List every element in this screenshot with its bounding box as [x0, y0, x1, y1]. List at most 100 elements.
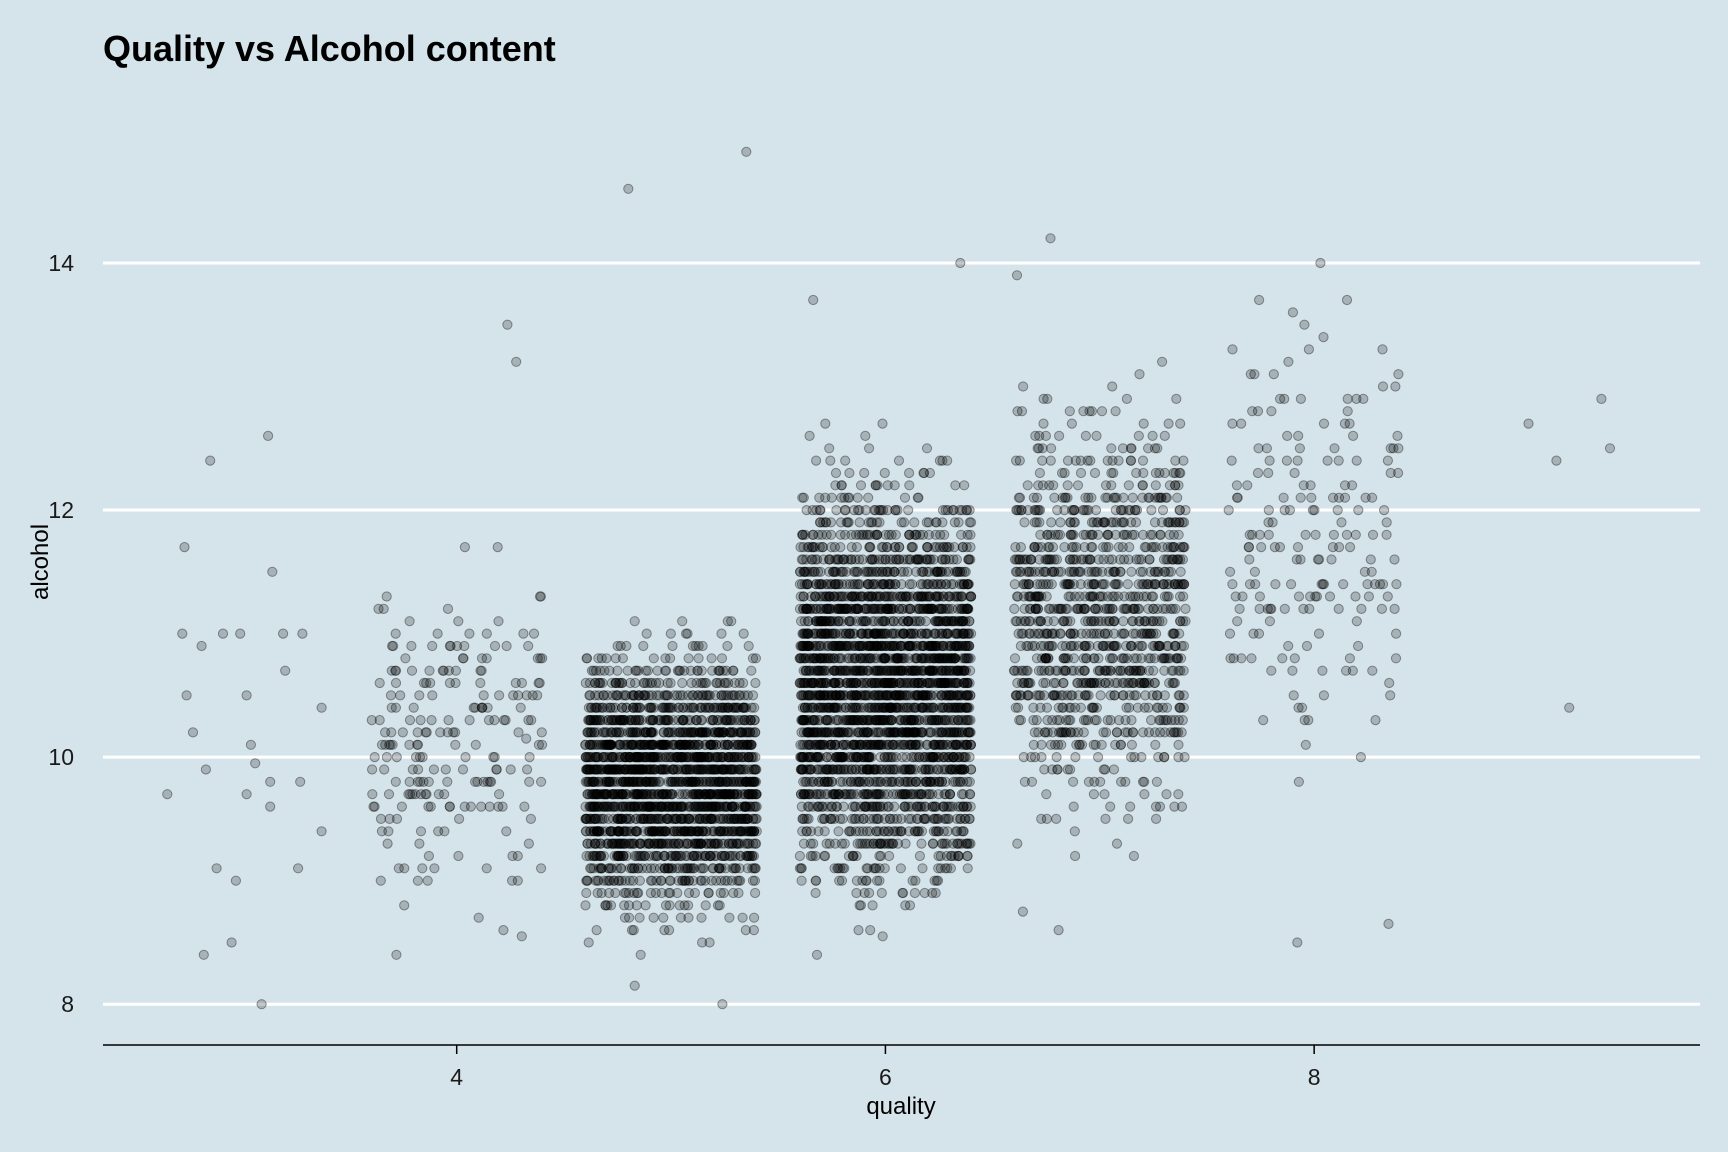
scatter-point: [648, 764, 659, 775]
scatter-point: [597, 702, 608, 713]
scatter-point: [820, 591, 832, 602]
scatter-point: [663, 887, 674, 899]
scatter-point: [803, 727, 814, 738]
scatter-point: [858, 616, 869, 627]
scatter-point: [631, 826, 642, 837]
scatter-point: [696, 875, 707, 886]
scatter-point: [879, 863, 890, 874]
scatter-point: [625, 715, 637, 726]
scatter-point: [644, 850, 655, 862]
scatter-point: [420, 727, 431, 738]
scatter-point: [580, 739, 591, 750]
scatter-point: [442, 727, 453, 738]
scatter-point: [537, 653, 548, 664]
scatter-point: [861, 863, 872, 874]
scatter-point: [626, 826, 637, 837]
scatter-point: [533, 739, 545, 750]
scatter-point: [799, 715, 810, 726]
scatter-point: [523, 715, 534, 726]
scatter-point: [878, 542, 889, 553]
scatter-point: [962, 850, 973, 862]
scatter-point: [527, 690, 538, 701]
scatter-point: [489, 715, 500, 726]
scatter-point: [697, 715, 708, 726]
scatter-point: [677, 875, 688, 886]
scatter-point: [829, 665, 840, 676]
scatter-point: [588, 764, 599, 775]
scatter-point: [459, 801, 470, 812]
scatter-point: [589, 813, 600, 825]
scatter-point: [476, 702, 487, 713]
scatter-point: [683, 900, 694, 911]
scatter-point: [751, 838, 762, 849]
scatter-point: [927, 838, 938, 849]
scatter-point: [694, 702, 706, 713]
scatter-point: [934, 455, 946, 466]
scatter-point: [751, 801, 762, 812]
scatter-point: [406, 665, 418, 676]
scatter-point: [922, 579, 934, 590]
scatter-point: [367, 764, 378, 775]
scatter-point: [594, 789, 605, 800]
scatter-point: [420, 789, 431, 800]
scatter-point: [501, 826, 512, 837]
scatter-point: [647, 752, 659, 763]
scatter-point: [962, 863, 973, 874]
scatter-point: [476, 801, 487, 812]
scatter-point: [960, 715, 971, 726]
scatter-point: [714, 863, 725, 874]
scatter-point: [807, 677, 818, 689]
scatter-point: [665, 653, 676, 664]
scatter-point: [736, 813, 747, 825]
scatter-point: [422, 875, 433, 886]
scatter-point: [725, 789, 736, 800]
scatter-point: [602, 739, 613, 750]
scatter-point: [424, 665, 435, 676]
scatter-point: [679, 813, 691, 825]
scatter-point: [593, 863, 605, 874]
scatter-point: [701, 801, 712, 812]
scatter-point: [439, 789, 450, 800]
scatter-point: [608, 875, 620, 886]
scatter-point: [407, 789, 418, 800]
scatter-point: [903, 640, 914, 652]
scatter-point: [862, 727, 873, 738]
scatter-point: [948, 579, 959, 590]
scatter-point: [580, 677, 591, 689]
scatter-point: [879, 813, 890, 825]
scatter-point: [885, 616, 896, 627]
scatter-point: [602, 715, 613, 726]
scatter-point: [617, 789, 629, 800]
scatter-point: [505, 764, 516, 775]
scatter-point: [727, 850, 738, 862]
scatter-point: [726, 764, 737, 775]
scatter-point: [704, 789, 715, 800]
scatter-point: [954, 566, 965, 577]
scatter-point: [683, 653, 694, 664]
scatter-point: [599, 764, 610, 775]
scatter-point: [670, 838, 681, 849]
scatter-point: [617, 789, 628, 800]
scatter-point: [716, 838, 727, 849]
scatter-point: [655, 875, 667, 886]
scatter-point: [604, 752, 615, 763]
scatter-point: [710, 727, 722, 738]
scatter-point: [425, 801, 436, 812]
scatter-point: [717, 752, 728, 763]
scatter-point: [678, 752, 689, 763]
scatter-point: [749, 875, 761, 886]
scatter-point: [746, 764, 758, 775]
scatter-point: [795, 591, 806, 602]
scatter-point: [677, 702, 689, 713]
scatter-point: [685, 727, 696, 738]
scatter-point: [601, 789, 613, 800]
scatter-point: [622, 813, 633, 825]
scatter-point: [592, 715, 603, 726]
scatter-point: [688, 863, 699, 874]
scatter-point: [477, 702, 488, 713]
scatter-point: [796, 875, 807, 886]
scatter-point: [933, 863, 944, 874]
scatter-point: [631, 789, 642, 800]
scatter-point: [512, 875, 523, 886]
scatter-point: [373, 603, 384, 615]
